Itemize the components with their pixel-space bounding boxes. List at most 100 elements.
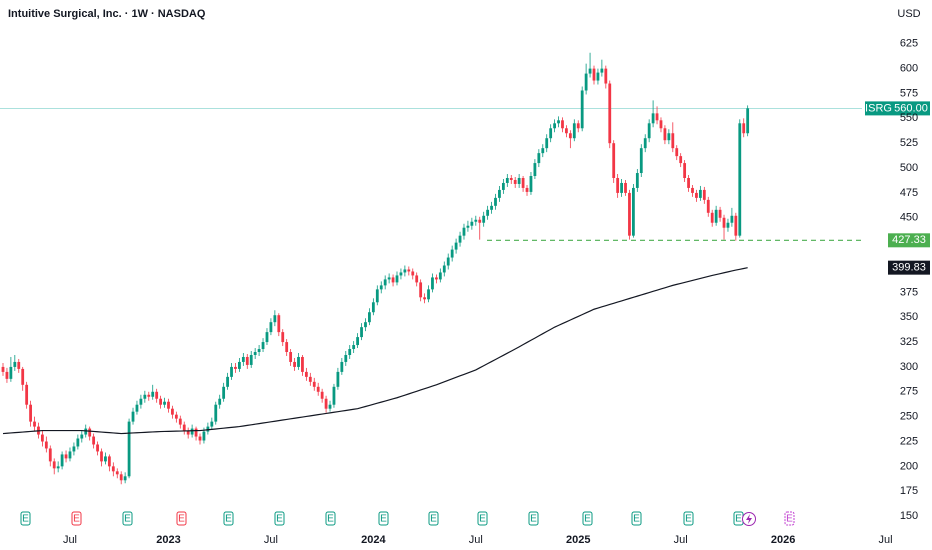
candle-body — [269, 322, 273, 333]
candle-body — [371, 302, 375, 313]
candle-body — [427, 289, 430, 300]
earnings-label[interactable]: E — [124, 514, 131, 525]
candle-body — [706, 199, 710, 213]
candle-body — [178, 418, 182, 425]
candle-body — [202, 431, 206, 441]
candle-body — [407, 269, 411, 272]
ma-badge — [888, 260, 930, 275]
y-tick-label: 600 — [900, 63, 918, 75]
candle-body — [698, 189, 702, 198]
candle-body — [537, 153, 541, 164]
candle-body — [435, 277, 438, 280]
candle-body — [604, 68, 608, 84]
candle-body — [356, 337, 359, 346]
candle-body — [628, 192, 631, 236]
candle-body — [387, 277, 391, 280]
candle-body — [368, 312, 371, 323]
candle-body — [458, 235, 462, 243]
candle-body — [210, 421, 214, 427]
candle-body — [565, 128, 568, 134]
earnings-label[interactable]: E — [380, 514, 387, 525]
y-tick-label: 625 — [900, 38, 918, 50]
candle-body — [568, 133, 572, 139]
earnings-label[interactable]: E — [633, 514, 640, 525]
candle-body — [33, 421, 36, 427]
candle-body — [194, 428, 198, 437]
candle-body — [667, 133, 671, 141]
candle-body — [612, 143, 616, 178]
candle-body — [104, 456, 107, 462]
candle-body — [580, 90, 584, 129]
candle-body — [509, 177, 513, 180]
candle-body — [21, 368, 25, 385]
earnings-label[interactable]: E — [479, 514, 486, 525]
candle-body — [494, 197, 497, 206]
candle-body — [517, 177, 521, 184]
candle-body — [324, 398, 328, 409]
candle-body — [533, 163, 537, 177]
candle-body — [44, 441, 48, 449]
candle-body — [671, 133, 675, 149]
dividend-bolt — [746, 514, 752, 524]
y-tick-label: 475 — [900, 187, 918, 199]
price-label: 560.00 — [894, 102, 928, 114]
candle-body — [100, 451, 103, 462]
x-tick-label: 2026 — [771, 534, 795, 546]
candle-body — [490, 205, 493, 210]
candle-body — [222, 386, 226, 399]
earnings-label[interactable]: E — [530, 514, 537, 525]
earnings-marker: E — [20, 511, 31, 526]
earnings-label[interactable]: E — [685, 514, 692, 525]
candle-body — [553, 123, 556, 129]
candle-body — [442, 265, 446, 273]
candle-body — [675, 148, 679, 157]
earnings-label[interactable]: E — [735, 514, 742, 525]
earnings-label[interactable]: E — [178, 514, 185, 525]
candle-body — [277, 315, 281, 333]
candle-body — [186, 430, 190, 435]
candle-body — [143, 394, 147, 399]
earnings-label[interactable]: E — [327, 514, 334, 525]
candle-body — [13, 361, 17, 367]
candle-body — [167, 401, 170, 409]
candle-body — [174, 414, 178, 419]
candle-body — [375, 289, 379, 303]
candle-body — [257, 349, 261, 353]
candle-body — [742, 123, 746, 134]
candle-body — [293, 361, 296, 367]
candle-body — [238, 361, 241, 369]
earnings-label[interactable]: E — [225, 514, 232, 525]
candle-body — [608, 83, 612, 144]
candle-body — [289, 352, 293, 362]
candle-body — [127, 421, 131, 477]
earnings-label[interactable]: E — [22, 514, 29, 525]
earnings-label[interactable]: E — [584, 514, 591, 525]
candle-body — [466, 225, 470, 228]
candle-body — [360, 327, 363, 338]
earnings-label[interactable]: E — [430, 514, 437, 525]
earnings-label[interactable]: E — [786, 514, 793, 525]
candle-body — [600, 68, 604, 73]
y-tick-label: 325 — [900, 336, 918, 348]
candle-body — [710, 212, 714, 223]
candle-body — [88, 428, 92, 437]
candle-body — [655, 113, 659, 121]
earnings-label[interactable]: E — [276, 514, 283, 525]
candle-body — [722, 217, 726, 228]
candle-body — [718, 209, 722, 218]
earnings-label[interactable]: E — [73, 514, 80, 525]
candle-body — [115, 471, 119, 475]
candle-body — [316, 386, 320, 392]
candle-body — [726, 222, 730, 228]
earnings-marker: E — [733, 511, 744, 526]
candle-body — [340, 361, 344, 372]
candle-body — [218, 398, 222, 405]
candle-body — [691, 187, 694, 193]
candle-body — [25, 384, 29, 405]
candle-body — [431, 277, 434, 290]
candle-body — [470, 221, 474, 226]
candle-body — [624, 182, 627, 193]
candle-body — [265, 332, 269, 343]
candle-body — [596, 72, 600, 81]
